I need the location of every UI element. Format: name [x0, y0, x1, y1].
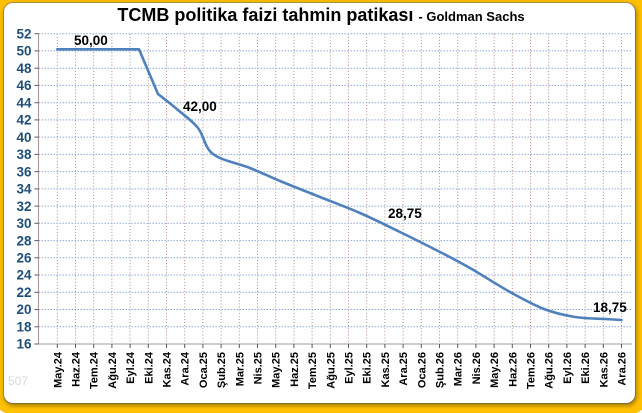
svg-text:Tem.26: Tem.26	[526, 352, 538, 389]
svg-text:18,75: 18,75	[593, 300, 627, 315]
svg-text:Mar.26: Mar.26	[453, 352, 465, 386]
svg-text:Tem.25: Tem.25	[307, 352, 319, 389]
svg-text:26: 26	[16, 251, 32, 266]
svg-text:36: 36	[16, 164, 32, 179]
svg-text:Haz.25: Haz.25	[289, 352, 301, 387]
svg-text:48: 48	[16, 61, 32, 76]
svg-text:Nis.26: Nis.26	[471, 352, 483, 384]
svg-text:50: 50	[16, 44, 31, 59]
svg-text:40: 40	[16, 130, 31, 145]
svg-text:18: 18	[16, 320, 32, 335]
svg-text:Eyl.24: Eyl.24	[125, 351, 137, 384]
svg-text:May.26: May.26	[489, 352, 501, 388]
svg-text:34: 34	[16, 182, 32, 197]
svg-text:50,00: 50,00	[74, 33, 108, 48]
svg-text:Şub.26: Şub.26	[435, 352, 447, 388]
svg-text:Haz.24: Haz.24	[71, 351, 83, 387]
svg-text:Oca.25: Oca.25	[198, 352, 210, 388]
svg-text:44: 44	[16, 95, 32, 110]
svg-text:Şub.25: Şub.25	[216, 352, 228, 388]
svg-text:Haz.26: Haz.26	[507, 352, 519, 387]
svg-text:Tem.24: Tem.24	[89, 351, 101, 389]
svg-text:Kas.25: Kas.25	[380, 352, 392, 387]
svg-text:30: 30	[16, 216, 31, 231]
svg-text:May.24: May.24	[52, 351, 64, 388]
svg-text:38: 38	[16, 147, 32, 162]
svg-text:28: 28	[16, 233, 32, 248]
svg-text:Ağu.25: Ağu.25	[325, 352, 337, 389]
svg-text:Nis.25: Nis.25	[253, 352, 265, 384]
svg-text:46: 46	[16, 78, 32, 93]
svg-text:Ağu.24: Ağu.24	[107, 351, 119, 389]
svg-text:Ara.25: Ara.25	[398, 352, 410, 386]
svg-text:42,00: 42,00	[183, 99, 217, 114]
svg-text:Oca.26: Oca.26	[416, 352, 428, 388]
svg-text:Eki.25: Eki.25	[362, 352, 374, 384]
svg-text:42: 42	[16, 113, 31, 128]
svg-text:Kas.24: Kas.24	[162, 351, 174, 387]
svg-text:Eyl.25: Eyl.25	[344, 352, 356, 384]
svg-text:52: 52	[16, 26, 31, 41]
svg-text:May.25: May.25	[271, 352, 283, 388]
svg-text:Eki.24: Eki.24	[143, 351, 155, 384]
svg-text:Eyl.26: Eyl.26	[562, 352, 574, 384]
svg-text:Mar.25: Mar.25	[234, 352, 246, 386]
svg-text:Eki.26: Eki.26	[580, 352, 592, 384]
svg-text:Kas.26: Kas.26	[598, 352, 610, 387]
svg-text:16: 16	[16, 337, 32, 352]
svg-text:22: 22	[16, 285, 31, 300]
svg-text:Ağu.26: Ağu.26	[544, 352, 556, 389]
svg-text:28,75: 28,75	[388, 206, 422, 221]
svg-text:24: 24	[16, 268, 32, 283]
svg-text:Ara.24: Ara.24	[180, 351, 192, 386]
svg-text:Ara.26: Ara.26	[617, 352, 629, 386]
svg-text:20: 20	[16, 302, 31, 317]
svg-text:32: 32	[16, 199, 31, 214]
